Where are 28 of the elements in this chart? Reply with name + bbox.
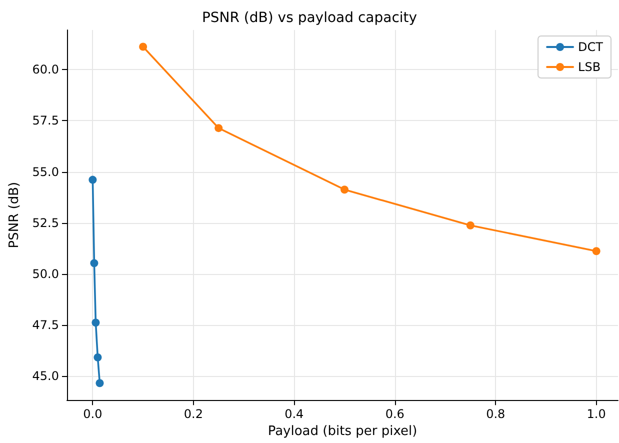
y-tick-label: 55.0 <box>32 164 59 179</box>
point <box>592 247 600 256</box>
y-tick-label: 52.5 <box>32 216 59 230</box>
x-tick-label: 0.0 <box>83 407 102 422</box>
x-tick-label: 1.0 <box>586 407 606 422</box>
point <box>214 124 223 132</box>
y-tick-label: 45.0 <box>32 369 59 384</box>
chart-title: PSNR (dB) vs payload capacity <box>202 10 418 26</box>
x-tick-label: 0.6 <box>385 407 404 422</box>
point <box>96 379 104 388</box>
x-axis-title: Payload (bits per pixel) <box>268 424 418 439</box>
point <box>139 42 148 51</box>
legend-label: DCT <box>578 40 604 54</box>
x-tick-label: 0.4 <box>284 407 304 422</box>
x-tick-label: 0.2 <box>184 407 203 422</box>
legend-label: LSB <box>578 60 601 74</box>
y-tick-label: 47.5 <box>32 318 59 332</box>
y-tick-label: 57.5 <box>32 114 59 128</box>
y-axis-title: PSNR (dB) <box>7 182 22 248</box>
point <box>88 176 97 184</box>
point <box>90 259 98 268</box>
y-tick-label: 60.0 <box>32 62 59 77</box>
y-tick-label: 50.0 <box>32 267 59 282</box>
x-tick-label: 0.8 <box>486 407 506 422</box>
point <box>340 186 349 194</box>
point <box>94 353 102 362</box>
point <box>92 318 100 327</box>
point <box>466 221 474 230</box>
